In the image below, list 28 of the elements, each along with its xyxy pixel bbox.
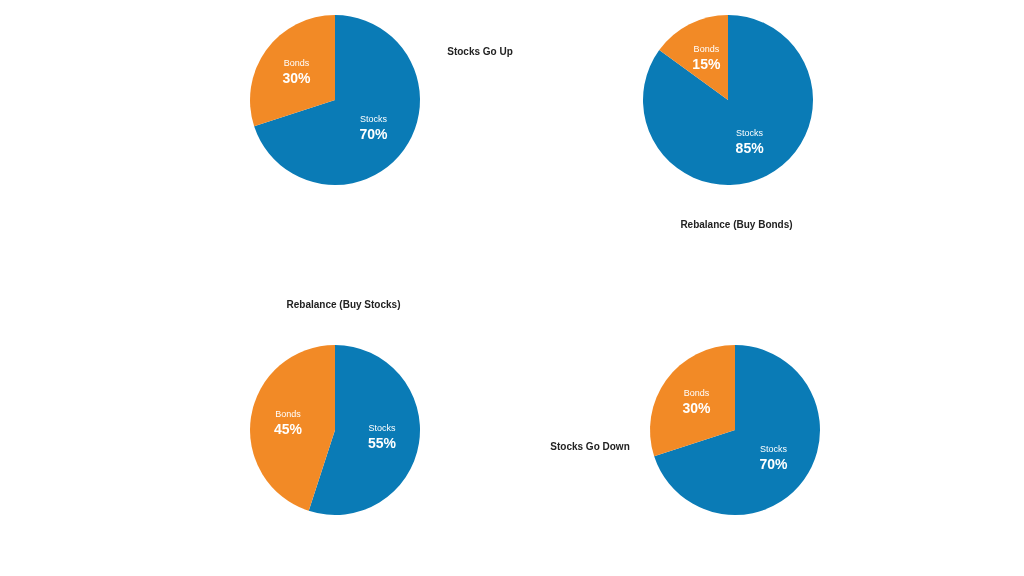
pie-slice [250,345,335,511]
slice-label: Stocks [360,113,388,124]
data-label: 55% [368,435,397,452]
text: Stocks Go Down [550,441,630,452]
slice-label: Bonds [283,58,310,69]
text: Rebalance (Buy Stocks) [286,299,401,310]
pie-slice [659,15,728,100]
pie-slice [643,15,813,185]
slice-label: Stocks [760,443,788,454]
data-label: 30% [682,400,712,417]
slice-label: Bonds [693,43,720,54]
data-label: 15% [692,55,721,72]
pie-slice [250,15,335,127]
slice-label: Bonds [275,408,302,419]
data-label: 70% [759,455,789,472]
slice-label: Stocks [368,423,397,434]
pie-slice [650,345,735,457]
data-label: 85% [735,140,765,157]
data-label: 45% [273,420,303,437]
text: Stocks Go Up [447,46,513,58]
data-label: 30% [282,70,312,87]
text: Rebalance (Buy Bonds) [680,219,793,230]
pie-slice [254,15,420,185]
pie-slice [654,345,820,515]
slice-label: Stocks [736,128,764,139]
data-label: 70% [359,125,389,142]
pie-slice [308,345,420,515]
slice-label: Bonds [683,388,710,399]
